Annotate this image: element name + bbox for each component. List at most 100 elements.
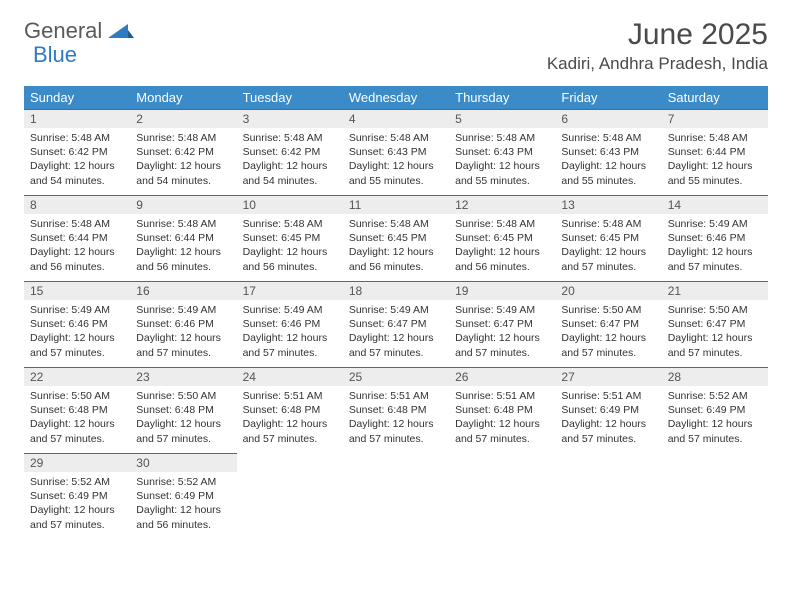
calendar-cell: 8Sunrise: 5:48 AMSunset: 6:44 PMDaylight… [24, 195, 130, 281]
sunset-line: Sunset: 6:46 PM [136, 317, 230, 331]
day-body: Sunrise: 5:48 AMSunset: 6:42 PMDaylight:… [130, 128, 236, 194]
sunset-line: Sunset: 6:48 PM [455, 403, 549, 417]
day-number: 18 [343, 281, 449, 300]
sunrise-line: Sunrise: 5:51 AM [349, 389, 443, 403]
logo-text-blue: Blue [33, 42, 77, 68]
weekday-header: Thursday [449, 86, 555, 109]
weekday-header: Monday [130, 86, 236, 109]
day-body: Sunrise: 5:52 AMSunset: 6:49 PMDaylight:… [662, 386, 768, 452]
logo: General [24, 18, 136, 44]
calendar-cell: 28Sunrise: 5:52 AMSunset: 6:49 PMDayligh… [662, 367, 768, 453]
daylight-line: Daylight: 12 hours and 57 minutes. [668, 245, 762, 273]
month-title: June 2025 [547, 18, 768, 52]
title-block: June 2025 Kadiri, Andhra Pradesh, India [547, 18, 768, 74]
calendar-cell: 15Sunrise: 5:49 AMSunset: 6:46 PMDayligh… [24, 281, 130, 367]
calendar-cell: 16Sunrise: 5:49 AMSunset: 6:46 PMDayligh… [130, 281, 236, 367]
calendar-cell: 5Sunrise: 5:48 AMSunset: 6:43 PMDaylight… [449, 109, 555, 195]
day-number: 24 [237, 367, 343, 386]
daylight-line: Daylight: 12 hours and 57 minutes. [243, 331, 337, 359]
sunrise-line: Sunrise: 5:52 AM [30, 475, 124, 489]
logo-triangle-icon [108, 18, 134, 44]
sunrise-line: Sunrise: 5:48 AM [455, 131, 549, 145]
calendar-cell [662, 453, 768, 539]
day-body: Sunrise: 5:51 AMSunset: 6:48 PMDaylight:… [343, 386, 449, 452]
daylight-line: Daylight: 12 hours and 57 minutes. [455, 331, 549, 359]
calendar-cell [555, 453, 661, 539]
sunrise-line: Sunrise: 5:48 AM [561, 131, 655, 145]
day-body: Sunrise: 5:48 AMSunset: 6:44 PMDaylight:… [130, 214, 236, 280]
calendar-cell: 26 Sunrise: 5:51 AMSunset: 6:48 PMDayligh… [449, 367, 555, 453]
day-number: 26 [449, 367, 555, 386]
sunset-line: Sunset: 6:43 PM [349, 145, 443, 159]
day-number: 19 [449, 281, 555, 300]
sunset-line: Sunset: 6:48 PM [349, 403, 443, 417]
daylight-line: Daylight: 12 hours and 56 minutes. [243, 245, 337, 273]
calendar-cell: 13Sunrise: 5:48 AMSunset: 6:45 PMDayligh… [555, 195, 661, 281]
day-body: Sunrise: 5:48 AMSunset: 6:44 PMDaylight:… [24, 214, 130, 280]
sunrise-line: Sunrise: 5:50 AM [30, 389, 124, 403]
day-number: 22 [24, 367, 130, 386]
calendar-cell: 19Sunrise: 5:49 AMSunset: 6:47 PMDayligh… [449, 281, 555, 367]
sunrise-line: Sunrise: 5:51 AM [455, 389, 549, 403]
calendar-cell: 6Sunrise: 5:48 AMSunset: 6:43 PMDaylight… [555, 109, 661, 195]
calendar-cell: 23Sunrise: 5:50 AMSunset: 6:48 PMDayligh… [130, 367, 236, 453]
day-number: 27 [555, 367, 661, 386]
day-number: 5 [449, 109, 555, 128]
sunrise-line: Sunrise: 5:48 AM [243, 131, 337, 145]
sunset-line: Sunset: 6:45 PM [243, 231, 337, 245]
logo-text-gray: General [24, 18, 102, 44]
sunset-line: Sunset: 6:47 PM [349, 317, 443, 331]
daylight-line: Daylight: 12 hours and 57 minutes. [349, 417, 443, 445]
calendar-cell: 9Sunrise: 5:48 AMSunset: 6:44 PMDaylight… [130, 195, 236, 281]
daylight-line: Daylight: 12 hours and 54 minutes. [243, 159, 337, 187]
sunrise-line: Sunrise: 5:52 AM [668, 389, 762, 403]
calendar-cell: 3Sunrise: 5:48 AMSunset: 6:42 PMDaylight… [237, 109, 343, 195]
day-body: Sunrise: 5:50 AMSunset: 6:48 PMDaylight:… [24, 386, 130, 452]
header: General June 2025 Kadiri, Andhra Pradesh… [24, 18, 768, 74]
weekday-header: Wednesday [343, 86, 449, 109]
daylight-line: Daylight: 12 hours and 57 minutes. [30, 331, 124, 359]
sunrise-line: Sunrise: 5:51 AM [561, 389, 655, 403]
daylight-line: Daylight: 12 hours and 57 minutes. [455, 417, 549, 445]
day-number: 8 [24, 195, 130, 214]
day-number: 3 [237, 109, 343, 128]
day-body: Sunrise: 5:48 AMSunset: 6:42 PMDaylight:… [237, 128, 343, 194]
calendar-week-row: 29Sunrise: 5:52 AMSunset: 6:49 PMDayligh… [24, 453, 768, 539]
day-number: 12 [449, 195, 555, 214]
calendar-cell: 17Sunrise: 5:49 AMSunset: 6:46 PMDayligh… [237, 281, 343, 367]
sunrise-line: Sunrise: 5:50 AM [561, 303, 655, 317]
daylight-line: Daylight: 12 hours and 56 minutes. [136, 503, 230, 531]
day-body: Sunrise: 5:50 AMSunset: 6:48 PMDaylight:… [130, 386, 236, 452]
calendar-cell: 25Sunrise: 5:51 AMSunset: 6:48 PMDayligh… [343, 367, 449, 453]
day-body: Sunrise: 5:51 AMSunset: 6:48 PMDaylight:… [237, 386, 343, 452]
day-number: 10 [237, 195, 343, 214]
sunrise-line: Sunrise: 5:50 AM [136, 389, 230, 403]
sunrise-line: Sunrise: 5:51 AM [243, 389, 337, 403]
day-number: 7 [662, 109, 768, 128]
sunset-line: Sunset: 6:46 PM [243, 317, 337, 331]
day-number: 17 [237, 281, 343, 300]
sunrise-line: Sunrise: 5:48 AM [243, 217, 337, 231]
calendar-cell: 29Sunrise: 5:52 AMSunset: 6:49 PMDayligh… [24, 453, 130, 539]
calendar-cell: 22Sunrise: 5:50 AMSunset: 6:48 PMDayligh… [24, 367, 130, 453]
day-body: Sunrise: 5:49 AMSunset: 6:46 PMDaylight:… [24, 300, 130, 366]
sunrise-line: Sunrise: 5:48 AM [136, 131, 230, 145]
daylight-line: Daylight: 12 hours and 57 minutes. [30, 503, 124, 531]
weekday-header: Saturday [662, 86, 768, 109]
day-number: 29 [24, 453, 130, 472]
sunset-line: Sunset: 6:43 PM [561, 145, 655, 159]
day-number-empty [662, 453, 768, 471]
location-text: Kadiri, Andhra Pradesh, India [547, 54, 768, 74]
sunrise-line: Sunrise: 5:48 AM [136, 217, 230, 231]
sunrise-line: Sunrise: 5:48 AM [561, 217, 655, 231]
weekday-header: Friday [555, 86, 661, 109]
sunset-line: Sunset: 6:47 PM [668, 317, 762, 331]
daylight-line: Daylight: 12 hours and 57 minutes. [561, 245, 655, 273]
calendar-table: SundayMondayTuesdayWednesdayThursdayFrid… [24, 86, 768, 539]
day-number-empty [343, 453, 449, 471]
calendar-cell: 18Sunrise: 5:49 AMSunset: 6:47 PMDayligh… [343, 281, 449, 367]
daylight-line: Daylight: 12 hours and 57 minutes. [668, 417, 762, 445]
day-number: 6 [555, 109, 661, 128]
calendar-cell: 14Sunrise: 5:49 AMSunset: 6:46 PMDayligh… [662, 195, 768, 281]
sunset-line: Sunset: 6:44 PM [668, 145, 762, 159]
